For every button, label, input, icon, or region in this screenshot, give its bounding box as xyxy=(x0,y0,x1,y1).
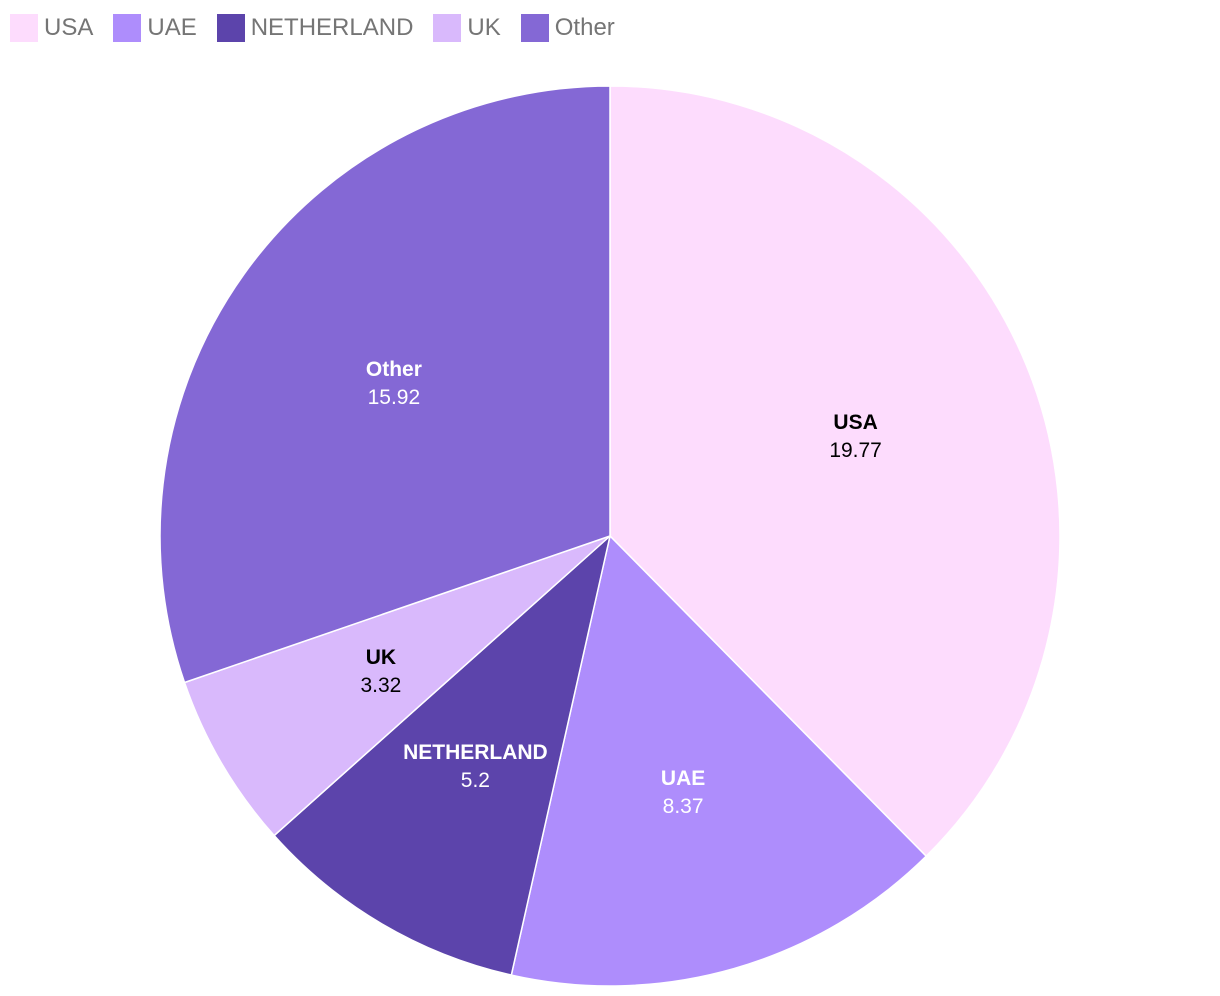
legend-item-uk[interactable]: UK xyxy=(433,14,501,42)
slice-label-uae: UAE xyxy=(661,767,705,790)
slice-value-netherland: 5.2 xyxy=(461,769,490,792)
pie-slices xyxy=(159,85,1061,987)
legend-item-uae[interactable]: UAE xyxy=(113,14,197,42)
slice-value-uae: 8.37 xyxy=(663,795,704,818)
legend-item-other[interactable]: Other xyxy=(520,14,615,42)
slice-label-usa: USA xyxy=(833,411,877,434)
slice-value-other: 15.92 xyxy=(368,386,421,409)
pie-labels: USA 19.77 UAE 8.37 NETHERLAND 5.2 UK 3.32 Other 1… xyxy=(360,358,881,818)
legend-label: UAE xyxy=(147,14,197,41)
pie-slice-uk[interactable] xyxy=(183,535,611,837)
legend-label: UK xyxy=(467,14,501,41)
legend-swatch xyxy=(433,14,462,42)
legend-item-usa[interactable]: USA xyxy=(10,14,93,42)
legend-label: Other xyxy=(554,14,615,41)
legend-label: USA xyxy=(44,14,94,41)
legend-swatch xyxy=(216,14,245,42)
legend-swatch xyxy=(10,14,38,42)
legend-swatch xyxy=(113,14,142,42)
pie-slice-uae[interactable] xyxy=(510,534,928,987)
slice-value-usa: 19.77 xyxy=(829,439,882,462)
slice-value-uk: 3.32 xyxy=(360,674,401,697)
slice-label-uk: UK xyxy=(366,646,396,669)
legend-item-netherland[interactable]: NETHERLAND xyxy=(216,14,414,42)
slice-label-other: Other xyxy=(366,358,422,381)
legend: USA UAE NETHERLAND UK Other xyxy=(10,12,635,44)
pie-slice-other[interactable] xyxy=(159,85,611,684)
pie-slice-netherland[interactable] xyxy=(273,533,612,976)
slice-label-netherland: NETHERLAND xyxy=(403,741,548,764)
legend-swatch xyxy=(520,14,549,42)
pie-slice-usa[interactable] xyxy=(609,85,1061,858)
legend-label: NETHERLAND xyxy=(250,14,414,41)
